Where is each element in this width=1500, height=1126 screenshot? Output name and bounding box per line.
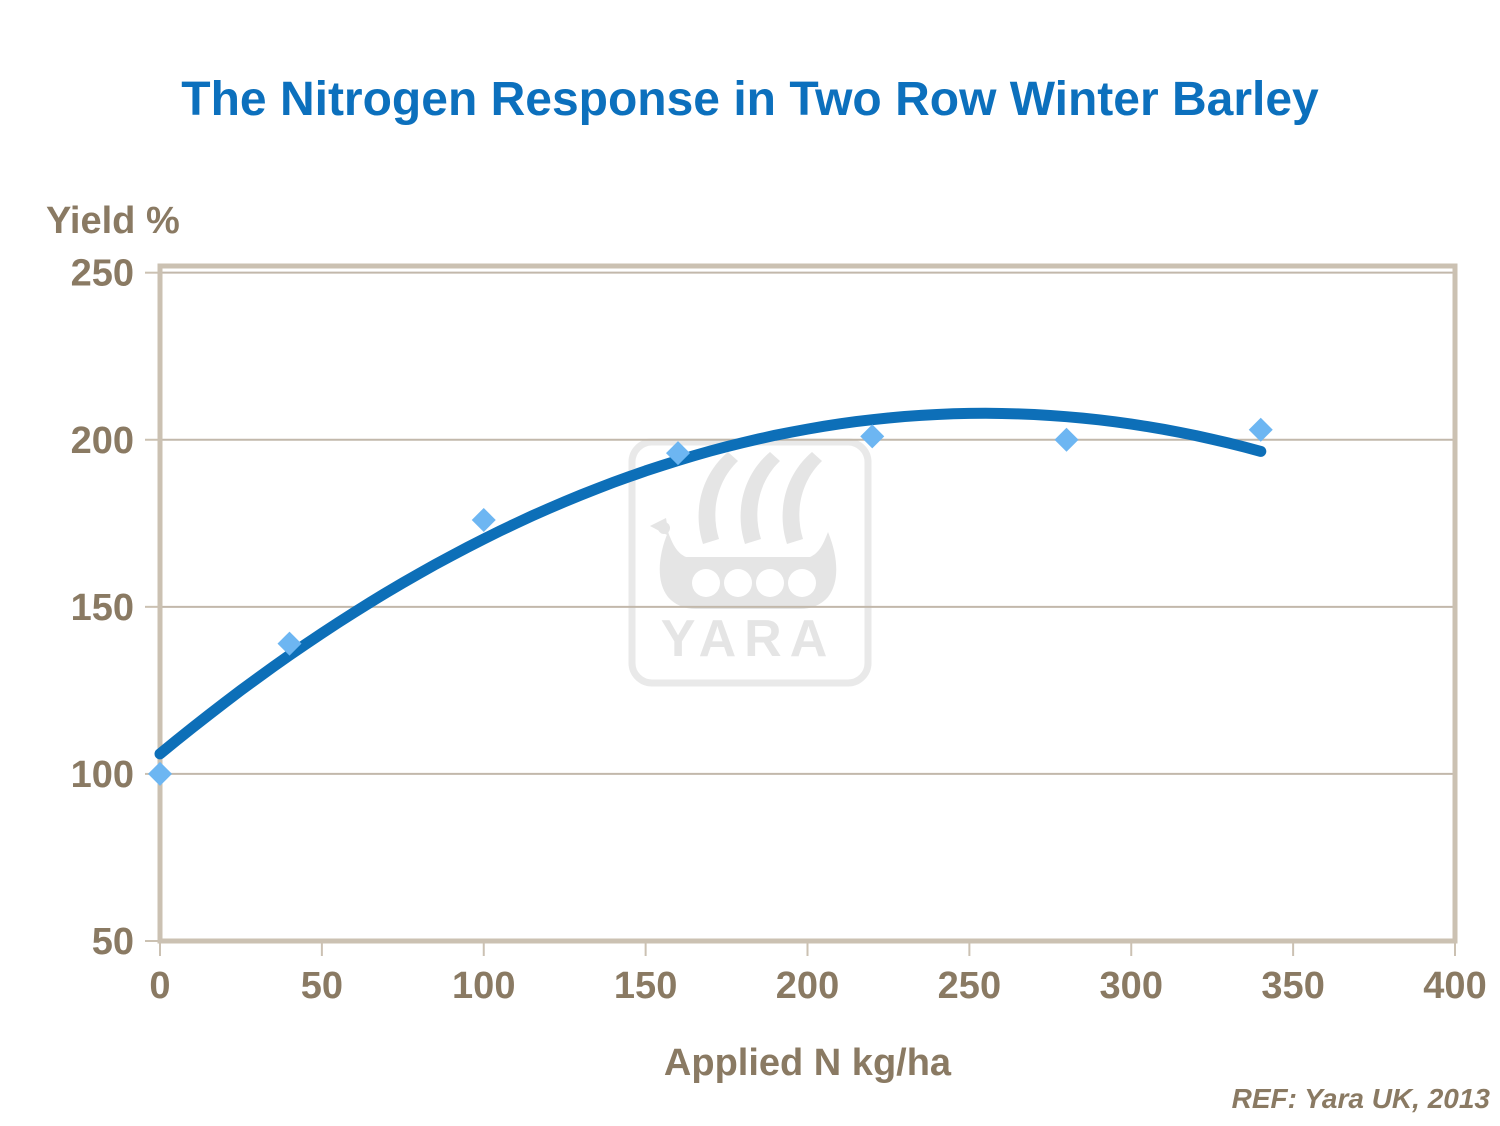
data-point-diamond (1054, 427, 1079, 452)
shield-circle (788, 569, 816, 597)
shield-circle (692, 569, 720, 597)
x-tick-label: 400 (1423, 965, 1486, 1007)
y-tick-label: 250 (71, 253, 134, 295)
y-axis-title: Yield % (46, 200, 180, 242)
data-point-diamond (277, 631, 302, 656)
x-tick-label: 100 (452, 965, 515, 1007)
chart-title: The Nitrogen Response in Two Row Winter … (181, 73, 1319, 126)
data-point-diamond (860, 424, 885, 449)
x-axis-title: Applied N kg/ha (663, 1042, 952, 1084)
yara-watermark-logo: YARA (628, 438, 872, 687)
x-tick-label: 300 (1100, 965, 1163, 1007)
x-tick-label: 150 (614, 965, 677, 1007)
x-tick-label: 0 (149, 965, 170, 1007)
x-tick-label: 50 (301, 965, 343, 1007)
data-point-diamond (666, 441, 690, 466)
y-tick-label: 200 (71, 420, 134, 462)
x-tick-label: 200 (776, 965, 839, 1007)
shield-circle (724, 569, 752, 597)
reference-note: REF: Yara UK, 2013 (1231, 1083, 1490, 1114)
shield-circle (756, 569, 784, 597)
data-point-diamond (471, 507, 496, 532)
x-tick-label: 350 (1261, 965, 1324, 1007)
watermark-wordmark: YARA (661, 610, 836, 668)
y-tick-label: 150 (71, 587, 134, 629)
data-point-diamond (148, 761, 172, 786)
trend-curve (154, 407, 1267, 760)
y-tick-label: 100 (71, 754, 134, 796)
x-tick-label: 250 (938, 965, 1001, 1007)
y-tick-label: 50 (92, 921, 134, 963)
data-point-diamond (1248, 417, 1273, 442)
